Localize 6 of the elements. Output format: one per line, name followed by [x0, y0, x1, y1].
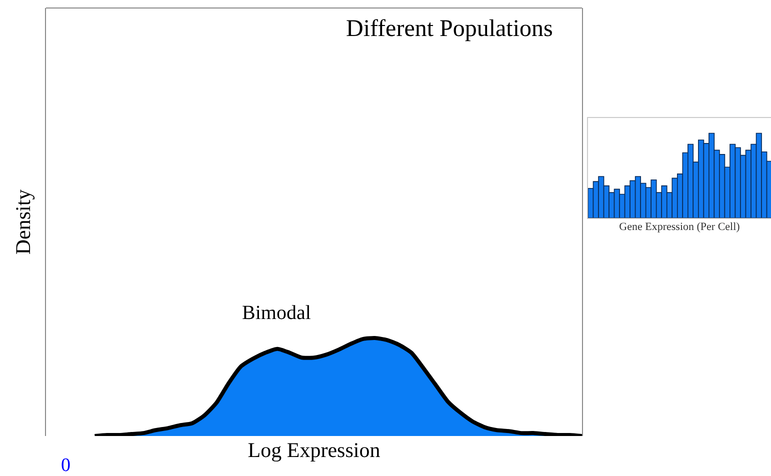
- text: Different Populations: [346, 16, 553, 42]
- y-axis-title: Density: [11, 188, 36, 255]
- x-axis-title: Log Expression: [248, 438, 381, 462]
- text: Bimodal: [242, 302, 312, 324]
- x-axis-title: Gene Expression (Per Cell): [619, 221, 740, 234]
- text: 0: [61, 455, 70, 476]
